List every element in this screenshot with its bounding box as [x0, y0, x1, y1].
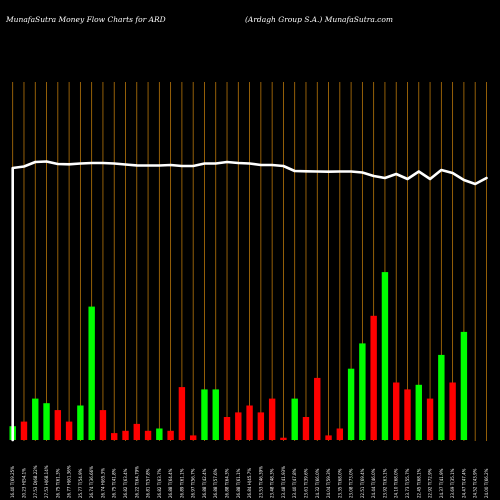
bar — [122, 430, 129, 440]
x-tick-label: 20.23 H(54.1% — [21, 468, 26, 498]
x-tick-label: 24.32 T(66.0% — [315, 468, 320, 498]
bar — [20, 421, 28, 440]
x-tick-label: 27.53 H(68.14% — [44, 465, 49, 498]
x-tick-label: 26.88 T(61.1% — [236, 468, 241, 498]
bar — [381, 272, 389, 440]
x-tick-label: 24.10 T(68.0% — [394, 468, 399, 498]
bar — [246, 405, 253, 440]
bar — [426, 398, 434, 440]
bar — [201, 389, 208, 440]
bar — [77, 405, 84, 440]
bar — [370, 315, 377, 440]
x-tick-label: 23.73 T(55.7% — [405, 468, 410, 498]
x-tick-label: 26.75 T(41.8% — [112, 468, 117, 498]
x-axis-tick-labels: 16.40 T(69.25% 20.23 H(54.1% 27.53 D(68.22… — [10, 465, 489, 498]
x-tick-label: 24.04 T(59.3% — [326, 468, 331, 498]
bar — [257, 412, 265, 440]
x-tick-label: 24.44 T(46.0% — [371, 468, 376, 498]
bar — [235, 412, 242, 440]
x-tick-label: 23.69 T(35.1% — [450, 468, 455, 498]
chart-title-left: MunafaSutra Money Flow Charts for ARD — [5, 15, 166, 24]
x-tick-label: 26.82 T(63.4% — [123, 468, 128, 498]
x-tick-label: 23.48 T(48.3% — [270, 468, 275, 498]
x-tick-label: 24.37 T(41.9% — [439, 468, 444, 498]
x-tick-label: 27.53 D(68.22% — [33, 465, 38, 498]
bar — [404, 389, 411, 440]
x-tick-label: 23.08 T(73.0% — [349, 468, 354, 498]
x-tick-label: 26.81 T(57.8% — [146, 468, 151, 498]
x-tick-label: 26.97 T(56.7% — [191, 468, 196, 498]
bar — [32, 398, 39, 440]
x-tick-label: 24.47 T(47.4% — [461, 468, 466, 498]
bar — [65, 421, 73, 440]
bar — [268, 398, 276, 440]
bar — [393, 382, 400, 440]
bar — [359, 343, 366, 440]
bar — [449, 382, 456, 440]
bar — [88, 306, 95, 440]
x-tick-label: 16.40 T(69.25% — [10, 466, 15, 498]
bar — [291, 398, 298, 440]
bar — [189, 435, 197, 440]
x-tick-label: 26.88 T(42.4% — [202, 468, 207, 498]
x-tick-label: 26.22 T(64.79% — [134, 466, 139, 498]
x-tick-label: 26.88 T(64.3% — [225, 468, 230, 498]
bar — [167, 430, 174, 440]
bar — [336, 428, 344, 440]
bar — [347, 368, 355, 440]
bar — [133, 423, 140, 440]
x-tick-label: 22.51 T(69.4% — [360, 468, 365, 498]
bar — [99, 410, 107, 440]
bar — [212, 389, 219, 440]
x-tick-label: 26.75 T(61.3% — [55, 468, 60, 498]
bar — [325, 435, 332, 440]
x-tick-label: 23.48 T(41.93% — [281, 466, 286, 498]
bar — [438, 354, 445, 440]
vertical-gridlines — [12, 82, 487, 441]
bar — [302, 417, 310, 440]
x-tick-label: 26.88 T(64.4% — [168, 468, 173, 498]
bar — [43, 403, 50, 440]
x-tick-label: 23.35 T(68.0% — [337, 468, 342, 498]
x-tick-label: 23.92 T(63.1% — [382, 468, 387, 498]
x-tick-label: 26.74 T(36.66% — [89, 466, 94, 498]
bar — [314, 377, 321, 440]
chart-title-right: (Ardagh Group S.A.) MunafaSutra.com — [245, 15, 393, 24]
x-tick-label: 22.45 T(68.1% — [416, 468, 421, 498]
x-tick-label: 24.52 T(43.9% — [473, 468, 478, 498]
bar — [460, 331, 468, 440]
x-tick-label: 22.92 T(72.9% — [428, 468, 433, 498]
x-tick-label: 26.82 T(63.7% — [157, 468, 162, 498]
bar — [54, 410, 62, 440]
bar — [144, 430, 152, 440]
bar — [111, 433, 118, 440]
money-flow-line — [11, 160, 488, 442]
x-tick-label: 26.88 T(57.6% — [213, 468, 218, 498]
bar-series — [9, 272, 468, 440]
x-tick-label: 26.89 T(61.1% — [179, 468, 184, 498]
x-tick-label: 26.74 H(65.3% — [100, 468, 105, 498]
bar — [156, 428, 163, 440]
bar — [178, 387, 186, 440]
x-tick-label: 23.40 T(47.8% — [292, 468, 297, 498]
x-tick-label: 23.53 T(46.39% — [258, 466, 263, 498]
x-tick-label: 24.00 T(66.2% — [484, 468, 489, 498]
x-tick-label: 26.77 H(61.36% — [67, 465, 72, 498]
bar — [223, 417, 231, 440]
x-tick-label: 23.61 T(39.6% — [303, 468, 308, 498]
bar — [415, 384, 422, 440]
x-tick-label: 25.77 T(54.9% — [78, 468, 83, 498]
bar — [280, 437, 287, 440]
x-tick-label: 26.84 H(45.7% — [247, 468, 252, 498]
